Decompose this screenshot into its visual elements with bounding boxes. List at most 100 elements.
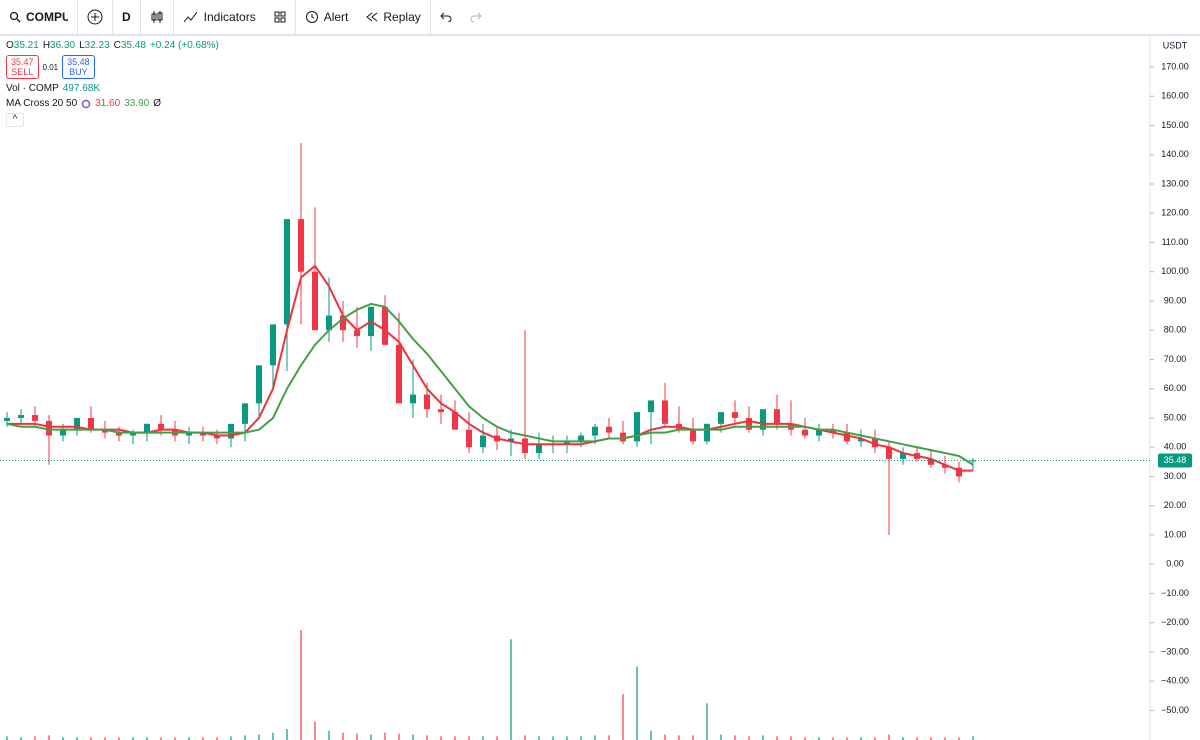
y-tick-label: 60.00 xyxy=(1164,383,1187,393)
candle-body xyxy=(214,435,220,439)
volume-bar xyxy=(538,736,540,740)
volume-bar xyxy=(314,721,316,740)
volume-bar xyxy=(622,694,624,740)
alert-icon xyxy=(305,11,318,23)
redo[interactable] xyxy=(461,0,491,35)
undo-icon xyxy=(440,12,452,22)
candle-body xyxy=(774,409,780,424)
candle-body xyxy=(690,429,696,442)
volume-bar xyxy=(90,737,92,740)
ma-label: MA Cross 20 50 xyxy=(6,98,78,109)
volume-bar xyxy=(706,703,708,740)
candle-body xyxy=(60,429,66,436)
sell-price: 35.47 xyxy=(11,57,34,67)
candle-body xyxy=(256,365,262,404)
y-tick-label: 140.00 xyxy=(1161,149,1189,159)
volume-bar xyxy=(384,732,386,740)
volume-bar xyxy=(188,737,190,740)
candle-body xyxy=(956,467,962,477)
candle-body xyxy=(480,435,486,448)
trade-row: 35.47 SELL 0.01 35.48 BUY xyxy=(6,55,219,79)
candle-body xyxy=(4,417,10,421)
volume-bar xyxy=(916,737,918,740)
ma-row: MA Cross 20 50 31.60 33.90 Ø xyxy=(6,98,219,109)
buy-button[interactable]: 35.48 BUY xyxy=(62,55,95,79)
candle-body xyxy=(88,417,94,430)
candle-body xyxy=(928,458,934,465)
candle-body xyxy=(466,429,472,448)
volume-bar xyxy=(720,734,722,740)
candle-body xyxy=(284,219,290,325)
candle-body xyxy=(102,429,108,433)
ma-icon xyxy=(81,99,91,108)
candle-body xyxy=(242,403,248,424)
symbol-search[interactable]: COMPUSD xyxy=(0,0,78,35)
candle-body xyxy=(746,417,752,430)
compare[interactable] xyxy=(78,0,113,35)
price-label: 35.48 xyxy=(1164,455,1187,465)
volume-bar xyxy=(34,736,36,740)
volume-row: Vol · COMP 497.68K xyxy=(6,83,219,94)
layouts[interactable] xyxy=(265,0,296,35)
volume-bar xyxy=(874,737,876,740)
y-tick-label: 50.00 xyxy=(1164,412,1187,422)
sell-label: SELL xyxy=(11,67,34,77)
alert-button[interactable]: Alert xyxy=(296,0,358,35)
candle-body xyxy=(116,432,122,436)
candle-body xyxy=(32,415,38,421)
candle-body xyxy=(634,412,640,442)
volume-bar xyxy=(748,736,750,740)
candle-body xyxy=(200,432,206,436)
volume-bar xyxy=(230,736,232,740)
volume-bar xyxy=(832,737,834,740)
spread: 0.01 xyxy=(42,62,59,72)
y-tick-label: −10.00 xyxy=(1161,588,1189,598)
sell-button[interactable]: 35.47 SELL xyxy=(6,55,39,79)
ohlc-row: O 35.21 H 36.30 L 32.23 C 35.48 +0.24 (+0.68%) xyxy=(6,40,219,51)
redo-icon xyxy=(470,12,482,22)
candle-body xyxy=(858,438,864,442)
candle-body xyxy=(396,344,402,404)
candle-body xyxy=(410,394,416,404)
candle-body xyxy=(270,324,276,366)
ohlc-value: 35.21 xyxy=(13,40,39,51)
buy-price: 35.48 xyxy=(67,57,90,67)
volume-label: Vol · COMP xyxy=(6,83,59,94)
interval[interactable]: D xyxy=(113,0,141,35)
indicators-button[interactable]: Indicators xyxy=(174,0,265,35)
y-tick-label: 30.00 xyxy=(1164,471,1187,481)
candle-body xyxy=(424,394,430,410)
y-tick-label: 130.00 xyxy=(1161,178,1189,188)
volume-value: 497.68K xyxy=(62,83,101,94)
candle-body xyxy=(620,432,626,442)
y-tick-label: −40.00 xyxy=(1161,676,1189,686)
volume-bar xyxy=(6,736,8,740)
replay-button[interactable]: Replay xyxy=(357,0,431,35)
ohlc-label: C xyxy=(113,40,121,51)
buy-label: BUY xyxy=(69,67,88,77)
candle-body xyxy=(802,429,808,436)
volume-bar xyxy=(860,737,862,740)
indicators-icon xyxy=(183,11,198,23)
candle-body xyxy=(606,426,612,433)
change: +0.24 (+0.68%) xyxy=(149,40,219,51)
volume-bar xyxy=(958,737,960,740)
y-tick-label: 40.00 xyxy=(1164,442,1187,452)
currency[interactable]: USDT xyxy=(1163,40,1188,50)
candle-body xyxy=(438,409,444,413)
candle-body xyxy=(718,412,724,424)
candle-body xyxy=(130,432,136,436)
undo[interactable] xyxy=(431,0,461,35)
candle-body xyxy=(186,432,192,436)
volume-bar xyxy=(776,736,778,740)
search-icon xyxy=(9,11,21,23)
collapse-button[interactable]: ^ xyxy=(6,113,24,127)
candle-body xyxy=(144,423,150,433)
volume-bar xyxy=(202,737,204,740)
ma-fast: 31.60 xyxy=(95,98,121,109)
y-tick-label: −30.00 xyxy=(1161,646,1189,656)
y-tick-label: 20.00 xyxy=(1164,500,1187,510)
candle-body xyxy=(536,444,542,454)
chart-type[interactable] xyxy=(141,0,174,35)
volume-bar xyxy=(692,735,694,740)
